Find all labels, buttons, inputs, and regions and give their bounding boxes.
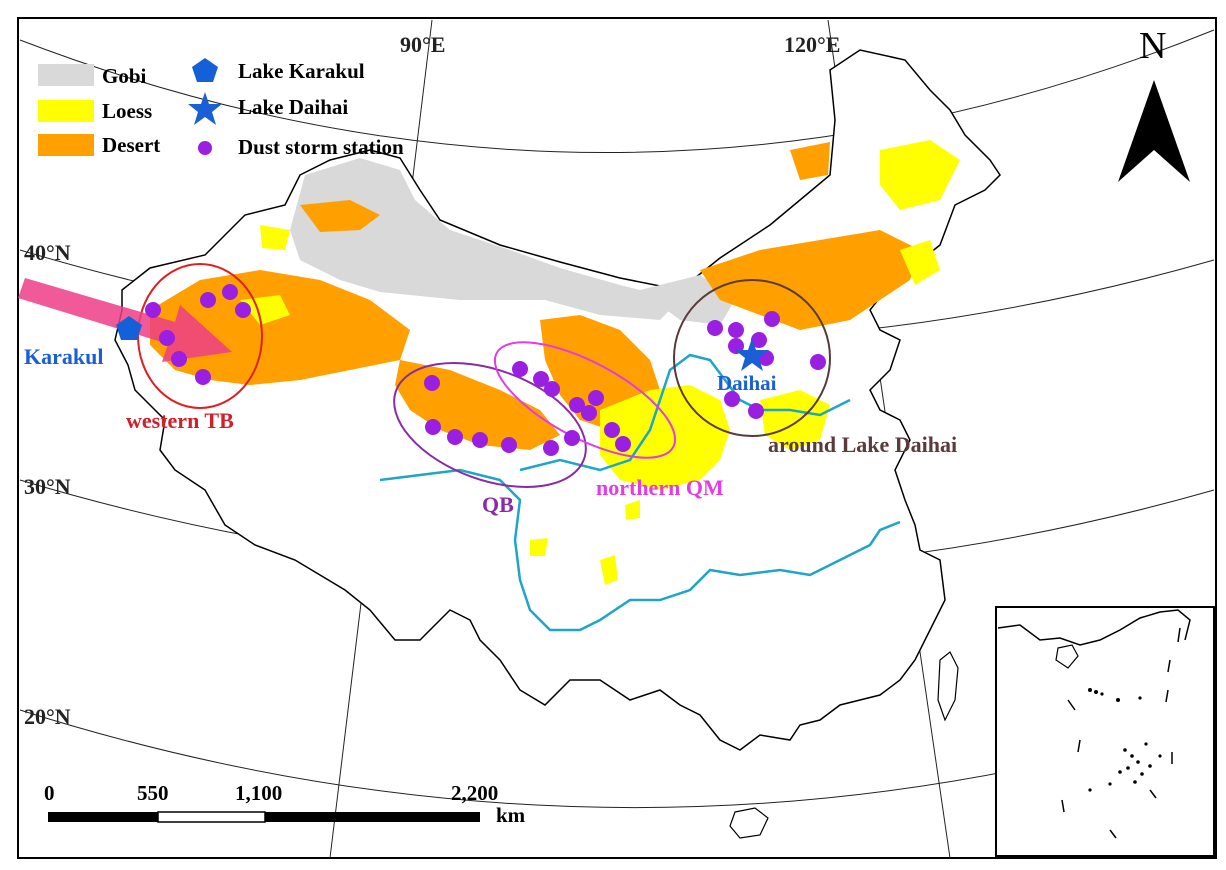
station-daihai-3: [764, 311, 780, 327]
station-daihai-7: [810, 354, 826, 370]
legend-gobi-label: Gobi: [102, 64, 147, 88]
station-western-1: [145, 302, 161, 318]
station-qm-5: [581, 405, 597, 421]
station-daihai-9: [748, 403, 764, 419]
label-western-tb: western TB: [126, 408, 234, 433]
daihai-ring: [673, 279, 831, 437]
legend-dust-station-label: Dust storm station: [238, 135, 404, 159]
station-western-4: [195, 369, 211, 385]
qb-ring: [393, 362, 587, 488]
station-qm-2: [533, 371, 549, 387]
rivers: [379, 353, 901, 632]
label-lon-90: 90°E: [400, 32, 445, 57]
inset-frame: [995, 606, 1215, 857]
label-qb: QB: [482, 492, 514, 517]
label-northern-qm: northern QM: [596, 475, 724, 500]
legend-loess-label: Loess: [102, 99, 152, 123]
station-daihai-8: [724, 391, 740, 407]
scale-segment-1: [48, 812, 158, 822]
station-qm-4: [569, 397, 585, 413]
station-western-6: [222, 284, 238, 300]
station-qb-7: [564, 430, 580, 446]
station-qb-5: [501, 437, 517, 453]
legend-desert-label: Desert: [102, 133, 160, 157]
lake-karakul-marker: [116, 316, 142, 340]
north-arrow-icon: [1118, 80, 1190, 182]
north-arrow-label: N: [1139, 25, 1166, 67]
station-western-7: [235, 302, 251, 318]
graticule-lat-45: [19, 29, 1215, 153]
station-daihai-5: [751, 332, 767, 348]
north-arrow: N: [1118, 25, 1190, 182]
inset-hainan: [1055, 644, 1079, 669]
legend-lake-daihai-icon: [188, 92, 222, 125]
inset-dashes: [1061, 627, 1181, 839]
station-western-5: [200, 292, 216, 308]
scale-tick-550: 550: [137, 781, 169, 805]
label-karakul: Karakul: [24, 344, 103, 369]
station-qm-3: [544, 381, 560, 397]
station-qb-6: [543, 440, 559, 456]
scale-tick-1100: 1,100: [235, 781, 282, 805]
legend-lake-karakul-icon: [192, 58, 218, 82]
loess-areas: [240, 140, 960, 585]
legend-lake-karakul-label: Lake Karakul: [238, 59, 365, 83]
south-china-sea-inset: [995, 606, 1215, 857]
station-qm-6: [588, 390, 604, 406]
taiwan-island: [937, 651, 959, 722]
station-qm-7: [604, 422, 620, 438]
hainan-island: [729, 807, 769, 839]
legend-gobi-swatch: [38, 64, 94, 86]
label-daihai: Daihai: [717, 371, 777, 395]
scale-segment-2: [157, 811, 266, 823]
label-lat-40: 40°N: [24, 240, 71, 265]
scale-tick-0: 0: [44, 781, 55, 805]
scale-tick-2200: 2,200: [451, 781, 498, 805]
station-daihai-1: [707, 320, 723, 336]
gobi-areas: [290, 158, 735, 325]
scale-bar: 0 550 1,100 2,200 km: [44, 781, 526, 827]
station-western-2: [159, 330, 175, 346]
inset-coastline: [997, 609, 1191, 646]
label-around-daihai: around Lake Daihai: [768, 432, 957, 457]
inset-islands: [1088, 688, 1162, 792]
legend-desert-swatch: [38, 134, 94, 156]
label-lat-20: 20°N: [24, 704, 71, 729]
scale-segment-3: [265, 812, 480, 822]
legend-lake-daihai-label: Lake Daihai: [238, 95, 348, 119]
station-western-3: [171, 351, 187, 367]
scale-unit: km: [496, 803, 526, 827]
station-qm-8: [615, 436, 631, 452]
station-qb-2: [425, 419, 441, 435]
legend-loess-swatch: [38, 100, 94, 122]
station-qb-1: [424, 375, 440, 391]
legend-dust-station-icon: [198, 141, 212, 155]
station-qm-1: [512, 361, 528, 377]
label-lat-30: 30°N: [24, 474, 71, 499]
lake-daihai-marker: [735, 338, 769, 371]
station-daihai-2: [728, 322, 744, 338]
station-qb-3: [447, 429, 463, 445]
legend: Gobi Loess Desert Lake Karakul Lake Daih…: [38, 58, 404, 159]
station-qb-4: [472, 432, 488, 448]
label-lon-120: 120°E: [784, 32, 840, 57]
dust-storm-stations: [145, 284, 826, 456]
